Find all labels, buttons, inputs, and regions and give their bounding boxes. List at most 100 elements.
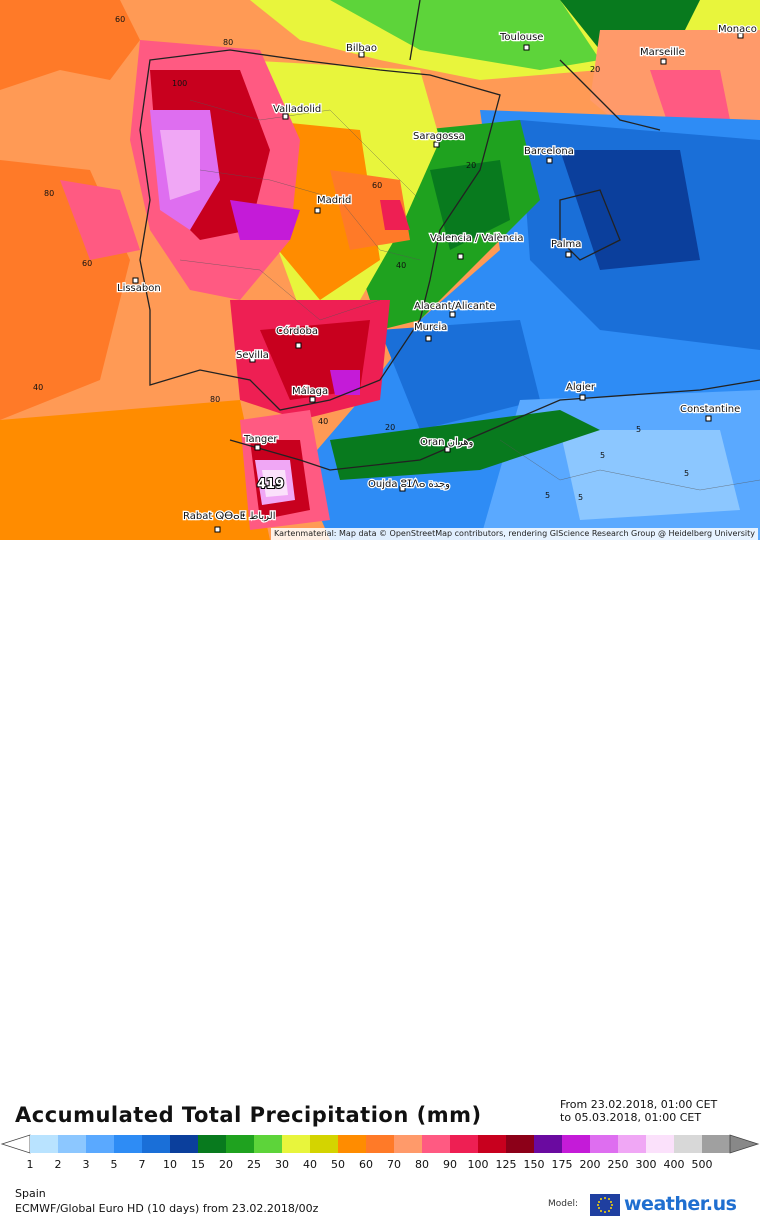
scale-swatch bbox=[338, 1135, 366, 1153]
scale-tick-label: 300 bbox=[635, 1158, 657, 1171]
contour-label: 60 bbox=[82, 259, 92, 268]
city-label: Sevilla bbox=[236, 350, 269, 361]
legend-panel: Accumulated Total Precipitation (mm) Fro… bbox=[0, 540, 760, 1216]
scale-tick-label: 400 bbox=[663, 1158, 685, 1171]
scale-tick-label: 100 bbox=[467, 1158, 489, 1171]
scale-swatch bbox=[170, 1135, 198, 1153]
city-label: Saragossa bbox=[413, 131, 465, 142]
city-label: Rabat ⵕⴱⴰⵟ الرباط bbox=[183, 511, 275, 522]
scale-tick-label: 5 bbox=[110, 1158, 118, 1171]
brand-logo[interactable]: weather.us bbox=[590, 1192, 750, 1220]
contour-label: 20 bbox=[385, 423, 395, 432]
scale-swatch bbox=[86, 1135, 114, 1153]
scale-swatch bbox=[58, 1135, 86, 1153]
scale-swatch bbox=[562, 1135, 590, 1153]
scale-swatch bbox=[282, 1135, 310, 1153]
scale-swatch bbox=[422, 1135, 450, 1153]
legend-title: Accumulated Total Precipitation (mm) bbox=[15, 1103, 482, 1127]
scale-swatch bbox=[366, 1135, 394, 1153]
scale-low-arrow bbox=[0, 1134, 31, 1154]
scale-swatch bbox=[310, 1135, 338, 1153]
contour-label: 5 bbox=[545, 491, 550, 500]
city-label: Barcelona bbox=[524, 146, 574, 157]
scale-swatch bbox=[114, 1135, 142, 1153]
scale-tick-label: 3 bbox=[82, 1158, 90, 1171]
scale-tick-label: 80 bbox=[415, 1158, 429, 1171]
city-label: Madrid bbox=[317, 195, 351, 206]
eu-flag-icon bbox=[590, 1194, 620, 1216]
region-label: Spain bbox=[15, 1187, 46, 1200]
contour-label: 20 bbox=[466, 161, 476, 170]
scale-tick-label: 20 bbox=[219, 1158, 233, 1171]
city-label: Algier bbox=[566, 382, 596, 393]
scale-swatch bbox=[450, 1135, 478, 1153]
contour-label: 20 bbox=[590, 65, 600, 74]
scale-tick-label: 15 bbox=[191, 1158, 205, 1171]
color-scale bbox=[0, 1134, 760, 1154]
scale-tick-label: 60 bbox=[359, 1158, 373, 1171]
precipitation-map: Bilbao Toulouse Marseille Monaco Vallado… bbox=[0, 0, 760, 540]
contour-label: 60 bbox=[372, 181, 382, 190]
scale-swatch bbox=[674, 1135, 702, 1153]
city-label: Murcia bbox=[414, 322, 447, 333]
city-label: Oujda ⵓⵊⴷⴰ وجدة bbox=[368, 479, 450, 490]
city-label: Málaga bbox=[292, 385, 328, 397]
scale-tick-label: 1 bbox=[26, 1158, 34, 1171]
contour-label: 100 bbox=[172, 79, 187, 88]
city-label: Valencia / València bbox=[430, 232, 523, 244]
scale-tick-label: 175 bbox=[551, 1158, 573, 1171]
scale-tick-label: 2 bbox=[54, 1158, 62, 1171]
map-canvas: Bilbao Toulouse Marseille Monaco Vallado… bbox=[0, 0, 760, 540]
scale-swatch bbox=[142, 1135, 170, 1153]
contour-label: 40 bbox=[33, 383, 43, 392]
color-scale-ticks: 1 2 3 5 7 10 15 20 25 30 40 50 60 70 80 90 100 125 150 175 2… bbox=[0, 1158, 760, 1174]
contour-label: 60 bbox=[115, 15, 125, 24]
model-info: ECMWF/Global Euro HD (10 days) from 23.0… bbox=[15, 1202, 319, 1215]
scale-tick-label: 90 bbox=[443, 1158, 457, 1171]
scale-swatch bbox=[30, 1135, 58, 1153]
contour-label: 5 bbox=[636, 425, 641, 434]
city-label: Palma bbox=[551, 239, 581, 250]
contour-label: 80 bbox=[44, 189, 54, 198]
city-label: Lissabon bbox=[117, 283, 161, 294]
scale-swatch bbox=[478, 1135, 506, 1153]
brand-name: weather.us bbox=[624, 1193, 737, 1215]
scale-swatch bbox=[226, 1135, 254, 1153]
contour-label: 80 bbox=[210, 395, 220, 404]
city-label: Constantine bbox=[680, 404, 740, 415]
city-label: Monaco bbox=[718, 24, 757, 35]
scale-swatch bbox=[198, 1135, 226, 1153]
city-label: Alacant/Alicante bbox=[414, 301, 495, 312]
scale-tick-label: 500 bbox=[691, 1158, 713, 1171]
period-from: From 23.02.2018, 01:00 CET bbox=[560, 1098, 718, 1111]
scale-swatch bbox=[646, 1135, 674, 1153]
period-to: to 05.03.2018, 01:00 CET bbox=[560, 1111, 702, 1124]
scale-tick-label: 125 bbox=[495, 1158, 517, 1171]
city-label: Bilbao bbox=[346, 43, 377, 54]
city-label: Tanger bbox=[243, 434, 278, 445]
scale-tick-label: 70 bbox=[387, 1158, 401, 1171]
contour-label: 5 bbox=[600, 451, 605, 460]
scale-swatch bbox=[254, 1135, 282, 1153]
contour-label: 80 bbox=[223, 38, 233, 47]
forecast-period: From 23.02.2018, 01:00 CET to 05.03.2018… bbox=[560, 1098, 750, 1124]
contour-label: 5 bbox=[578, 493, 583, 502]
map-attribution: Kartenmaterial: Map data © OpenStreetMap… bbox=[270, 528, 758, 540]
contour-label: 40 bbox=[318, 417, 328, 426]
scale-swatch bbox=[590, 1135, 618, 1153]
scale-tick-label: 30 bbox=[275, 1158, 289, 1171]
scale-tick-label: 250 bbox=[607, 1158, 629, 1171]
scale-swatch bbox=[618, 1135, 646, 1153]
scale-tick-label: 7 bbox=[138, 1158, 146, 1171]
scale-swatch bbox=[702, 1135, 730, 1153]
scale-swatch bbox=[506, 1135, 534, 1153]
city-label: Valladolid bbox=[273, 104, 321, 115]
city-label: Marseille bbox=[640, 47, 685, 58]
scale-tick-label: 10 bbox=[163, 1158, 177, 1171]
scale-tick-label: 200 bbox=[579, 1158, 601, 1171]
contour-label: 40 bbox=[396, 261, 406, 270]
scale-tick-label: 40 bbox=[303, 1158, 317, 1171]
max-precipitation-label: 419 bbox=[257, 477, 284, 492]
scale-tick-label: 50 bbox=[331, 1158, 345, 1171]
scale-high-arrow bbox=[729, 1134, 760, 1154]
